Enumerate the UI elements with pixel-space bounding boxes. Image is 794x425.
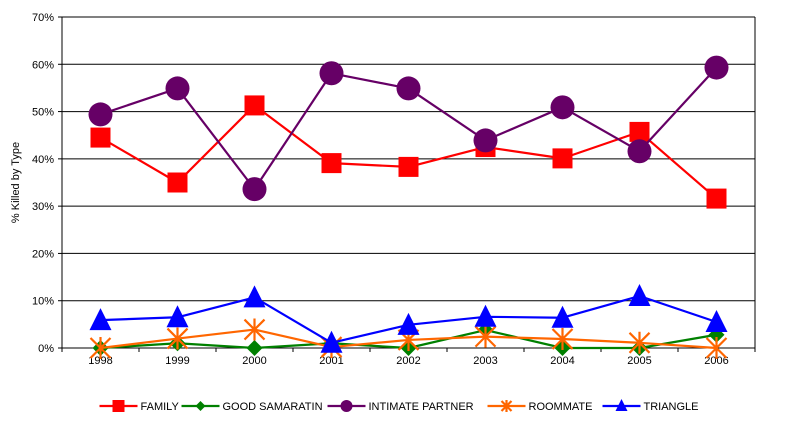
series-roommate	[89, 318, 728, 359]
legend-marker	[195, 401, 206, 411]
data-point	[629, 121, 650, 142]
legend-item: GOOD SAMARATIN	[181, 401, 323, 413]
data-point	[166, 305, 189, 328]
legend-item: INTIMATE PARTNER	[327, 400, 474, 413]
series-lines	[88, 55, 729, 359]
data-point	[166, 327, 189, 350]
y-tick-label: 10%	[32, 296, 54, 308]
data-point	[396, 76, 421, 101]
legend-marker	[340, 400, 353, 412]
data-point	[398, 156, 419, 177]
data-point	[319, 61, 344, 86]
legend: FAMILY GOOD SAMARATIN INTIMATE PARTNER ROOM…	[99, 399, 699, 413]
data-point	[551, 305, 574, 328]
y-tick-label: 60%	[32, 59, 54, 71]
data-point	[627, 139, 652, 164]
data-point	[473, 128, 498, 153]
legend-label: FAMILY	[141, 401, 180, 413]
legend-item: ROOMMATE	[487, 400, 593, 413]
x-tick-label: 1998	[88, 355, 112, 367]
data-point	[246, 340, 263, 356]
legend-label: ROOMMATE	[529, 401, 593, 413]
data-point	[90, 127, 111, 148]
y-tick-label: 0%	[38, 343, 54, 355]
y-tick-label: 40%	[32, 154, 54, 166]
legend-marker	[615, 399, 628, 411]
data-point	[628, 283, 651, 306]
data-point	[244, 95, 265, 116]
x-tick-label: 2000	[242, 355, 266, 367]
data-point	[628, 331, 651, 354]
x-tick-label: 1999	[165, 355, 189, 367]
data-point	[242, 177, 267, 202]
y-tick-label: 30%	[32, 201, 54, 213]
data-point	[474, 325, 497, 348]
x-tick-label: 2004	[550, 355, 574, 367]
legend-label: GOOD SAMARATIN	[223, 401, 323, 413]
data-point	[165, 76, 190, 101]
legend-label: TRIANGLE	[644, 401, 699, 413]
data-point	[552, 148, 573, 169]
gridlines	[62, 16, 755, 349]
series-line	[99, 104, 718, 200]
legend-label: INTIMATE PARTNER	[369, 401, 474, 413]
y-axis-title: % Killed by Type	[10, 142, 22, 223]
data-point	[706, 188, 727, 209]
data-point	[167, 172, 188, 193]
data-point	[474, 304, 497, 327]
x-tick-label: 2001	[319, 355, 343, 367]
y-tick-label: 20%	[32, 248, 54, 260]
data-point	[397, 312, 420, 335]
legend-marker	[500, 400, 513, 412]
x-tick-label: 2002	[396, 355, 420, 367]
y-tick-label: 70%	[32, 12, 54, 24]
x-tick-label: 2003	[473, 355, 497, 367]
data-point	[321, 153, 342, 174]
legend-item: TRIANGLE	[602, 399, 699, 413]
data-point	[89, 337, 112, 359]
legend-item: FAMILY	[99, 400, 180, 413]
legend-marker	[112, 400, 125, 412]
series-intimate-partner	[88, 55, 729, 202]
series-triangle	[89, 283, 728, 353]
y-tick-label: 50%	[32, 107, 54, 119]
data-point	[705, 337, 728, 359]
x-tick-label: 2006	[704, 355, 728, 367]
data-point	[89, 308, 112, 331]
data-point	[243, 285, 266, 308]
data-point	[551, 328, 574, 351]
data-point	[88, 102, 113, 127]
data-point	[705, 309, 728, 332]
data-point	[550, 95, 575, 120]
axes: 0% 10% 20% 30% 40% 50% 60% 70% 1998 1999 2000 2001 2…	[10, 12, 756, 367]
data-point	[320, 330, 343, 353]
data-point	[704, 55, 729, 80]
x-tick-label: 2005	[627, 355, 651, 367]
data-point	[243, 318, 266, 341]
series-family	[90, 95, 727, 209]
